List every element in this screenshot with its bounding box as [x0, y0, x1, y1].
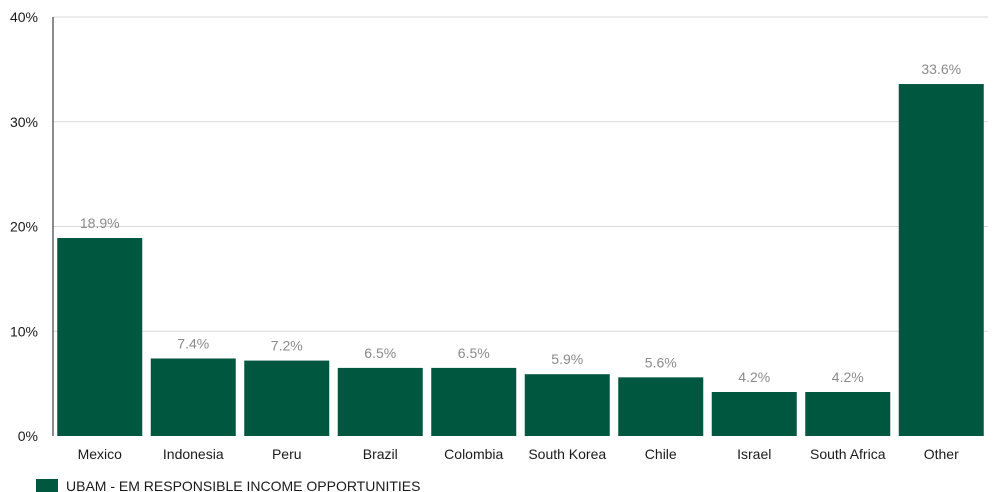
- y-tick-label: 0%: [18, 428, 38, 444]
- data-label: 5.6%: [645, 354, 677, 370]
- legend-swatch: [36, 479, 58, 492]
- x-tick-label: Brazil: [363, 446, 398, 462]
- data-label: 4.2%: [738, 369, 770, 385]
- x-tick-label: South Africa: [810, 446, 886, 462]
- x-tick-label: South Korea: [528, 446, 606, 462]
- x-tick-label: Other: [924, 446, 959, 462]
- data-label: 4.2%: [832, 369, 864, 385]
- bar: [57, 238, 143, 436]
- bar: [618, 377, 704, 436]
- bar: [431, 367, 517, 436]
- bar: [898, 84, 984, 436]
- bar: [805, 392, 891, 436]
- y-tick-label: 20%: [10, 219, 38, 235]
- legend-label: UBAM - EM RESPONSIBLE INCOME OPPORTUNITI…: [66, 478, 420, 492]
- x-tick-label: Peru: [272, 446, 302, 462]
- data-label: 6.5%: [458, 345, 490, 361]
- data-label: 18.9%: [80, 215, 120, 231]
- gridlines: [53, 16, 988, 332]
- data-label: 7.2%: [271, 338, 303, 354]
- data-label: 5.9%: [551, 351, 583, 367]
- x-tick-label: Colombia: [444, 446, 503, 462]
- y-tick-label: 10%: [10, 323, 38, 339]
- data-label: 33.6%: [921, 61, 961, 77]
- x-tick-label: Indonesia: [163, 446, 224, 462]
- data-labels: 18.9% 7.4% 7.2% 6.5% 6.5% 5.9% 5.6% 4.2% 4.2% 33.…: [80, 61, 961, 385]
- legend: UBAM - EM RESPONSIBLE INCOME OPPORTUNITI…: [36, 478, 420, 492]
- data-label: 7.4%: [177, 335, 209, 351]
- bar: [150, 358, 236, 436]
- y-tick-label: 40%: [10, 9, 38, 25]
- bars: [57, 84, 984, 436]
- x-tick-label: Israel: [737, 446, 771, 462]
- y-tick-label: 30%: [10, 114, 38, 130]
- bar: [337, 367, 423, 436]
- data-label: 6.5%: [364, 345, 396, 361]
- y-axis: 0% 10% 20% 30% 40%: [10, 9, 54, 444]
- x-tick-label: Chile: [645, 446, 677, 462]
- bar: [524, 374, 610, 436]
- x-tick-label: Mexico: [78, 446, 123, 462]
- x-axis: Mexico Indonesia Peru Brazil Colombia South K…: [78, 446, 960, 462]
- bar: [711, 392, 797, 436]
- bar: [244, 360, 330, 436]
